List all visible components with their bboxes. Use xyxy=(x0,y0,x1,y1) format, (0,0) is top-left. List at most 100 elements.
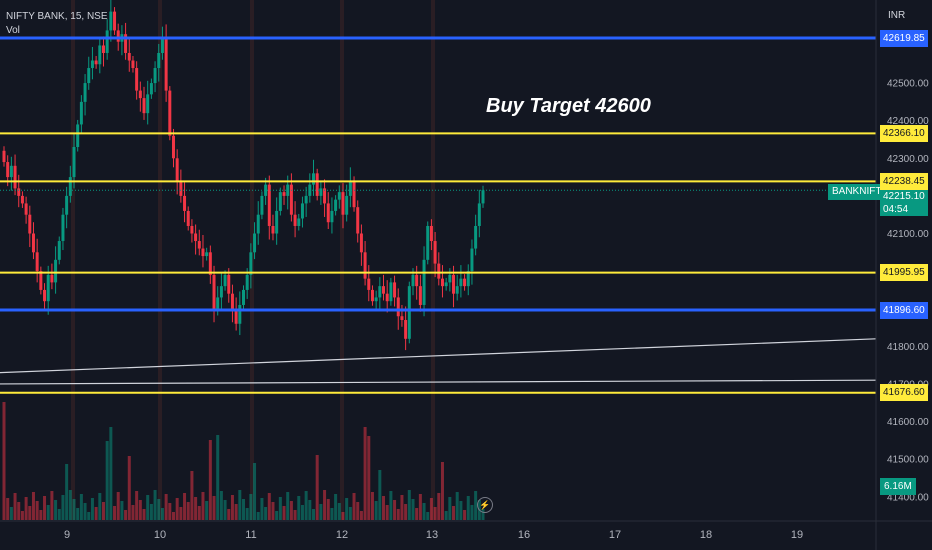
volume-bar xyxy=(157,499,161,520)
candle-body xyxy=(470,248,474,272)
volume-bar xyxy=(363,427,367,520)
candle-body xyxy=(341,192,345,215)
time-axis-tick: 17 xyxy=(609,529,621,541)
candle-body xyxy=(24,203,28,215)
candle-body xyxy=(50,274,54,283)
volume-bar xyxy=(481,509,485,520)
candle-body xyxy=(105,30,109,53)
volume-bar xyxy=(319,504,323,520)
volume-bar xyxy=(113,506,117,520)
candle-body xyxy=(65,195,69,215)
candle-body xyxy=(267,184,271,226)
candle-body xyxy=(17,188,21,196)
chart-annotation-text[interactable]: Buy Target 42600 xyxy=(486,95,651,117)
volume-bar xyxy=(378,470,382,520)
symbol-legend[interactable]: NIFTY BANK, 15, NSE xyxy=(6,11,108,22)
candle-body xyxy=(171,135,175,159)
bar-countdown: 04:54 xyxy=(883,204,909,215)
candle-body xyxy=(393,282,397,298)
candle-body xyxy=(289,184,293,215)
volume-bar xyxy=(389,491,393,520)
candle-body xyxy=(87,68,91,84)
candle-body xyxy=(249,252,253,275)
volume-bar xyxy=(212,496,216,520)
candle-body xyxy=(359,233,363,253)
volume-bar xyxy=(223,500,227,520)
candle-body xyxy=(238,304,242,324)
volume-bar xyxy=(359,511,363,520)
candle-body xyxy=(312,173,316,185)
volume-bar xyxy=(382,496,386,520)
volume-bar xyxy=(160,508,164,520)
candle-body xyxy=(278,192,282,211)
volume-bar xyxy=(374,501,378,520)
price-axis-tick: 42100.00 xyxy=(887,229,929,240)
volume-bar xyxy=(175,498,179,520)
volume-bar xyxy=(227,509,231,520)
candle-body xyxy=(142,98,146,114)
candle-body xyxy=(334,199,338,211)
candle-body xyxy=(396,297,400,317)
volume-bar xyxy=(356,502,360,520)
volume-bar xyxy=(334,494,338,520)
candle-body xyxy=(138,90,142,99)
candle-body xyxy=(72,147,76,178)
candle-body xyxy=(98,45,102,65)
volume-bar xyxy=(205,501,209,520)
volume-bar xyxy=(256,512,260,520)
volume-bar xyxy=(455,492,459,520)
volume-bar xyxy=(415,508,419,520)
volume-bar xyxy=(370,492,374,520)
volume-bar xyxy=(168,503,172,520)
candle-body xyxy=(411,274,415,287)
candle-body xyxy=(194,233,198,242)
candle-body xyxy=(304,195,308,204)
volume-bar xyxy=(87,512,91,520)
candle-body xyxy=(230,293,234,309)
candle-body xyxy=(463,278,467,287)
volume-bar xyxy=(13,493,17,520)
candle-body xyxy=(6,162,10,178)
candle-body xyxy=(227,274,231,294)
candle-body xyxy=(186,210,190,226)
lightning-icon[interactable]: ⚡ xyxy=(477,497,493,513)
volume-bar xyxy=(61,495,65,520)
candle-body xyxy=(9,165,13,178)
volume-bar xyxy=(76,508,80,520)
volume-bar xyxy=(68,490,72,520)
candle-body xyxy=(382,286,386,294)
candle-body xyxy=(13,165,17,189)
volume-bar xyxy=(242,499,245,520)
candle-body xyxy=(109,11,113,31)
volume-bar xyxy=(57,509,61,520)
price-axis-tick: 41500.00 xyxy=(887,455,929,466)
candle-body xyxy=(293,214,297,226)
volume-bar xyxy=(330,508,334,520)
volume-bar xyxy=(43,496,47,520)
volume-bar xyxy=(197,506,201,520)
candle-body xyxy=(437,263,441,279)
volume-bar xyxy=(72,499,76,520)
candle-body xyxy=(116,30,120,42)
level-price-tag: 42619.85 xyxy=(880,29,928,47)
volume-bar xyxy=(444,511,448,520)
candle-body xyxy=(20,195,24,204)
candle-body xyxy=(153,68,157,84)
volume-bar xyxy=(345,498,349,520)
volume-bar xyxy=(267,493,271,520)
candle-body xyxy=(330,210,334,223)
volume-bar xyxy=(138,500,142,520)
volume-bar xyxy=(20,511,24,520)
volume-bar xyxy=(348,507,352,520)
volume-legend[interactable]: Vol xyxy=(6,25,20,36)
candle-body xyxy=(101,45,105,53)
volume-bar xyxy=(463,510,467,520)
trend-line xyxy=(0,379,877,385)
candle-body xyxy=(57,241,61,260)
candle-body xyxy=(175,158,179,181)
price-axis-tick: 41400.00 xyxy=(887,492,929,503)
candle-body xyxy=(297,218,301,226)
volume-bar xyxy=(341,512,345,520)
volume-bar xyxy=(98,493,102,520)
